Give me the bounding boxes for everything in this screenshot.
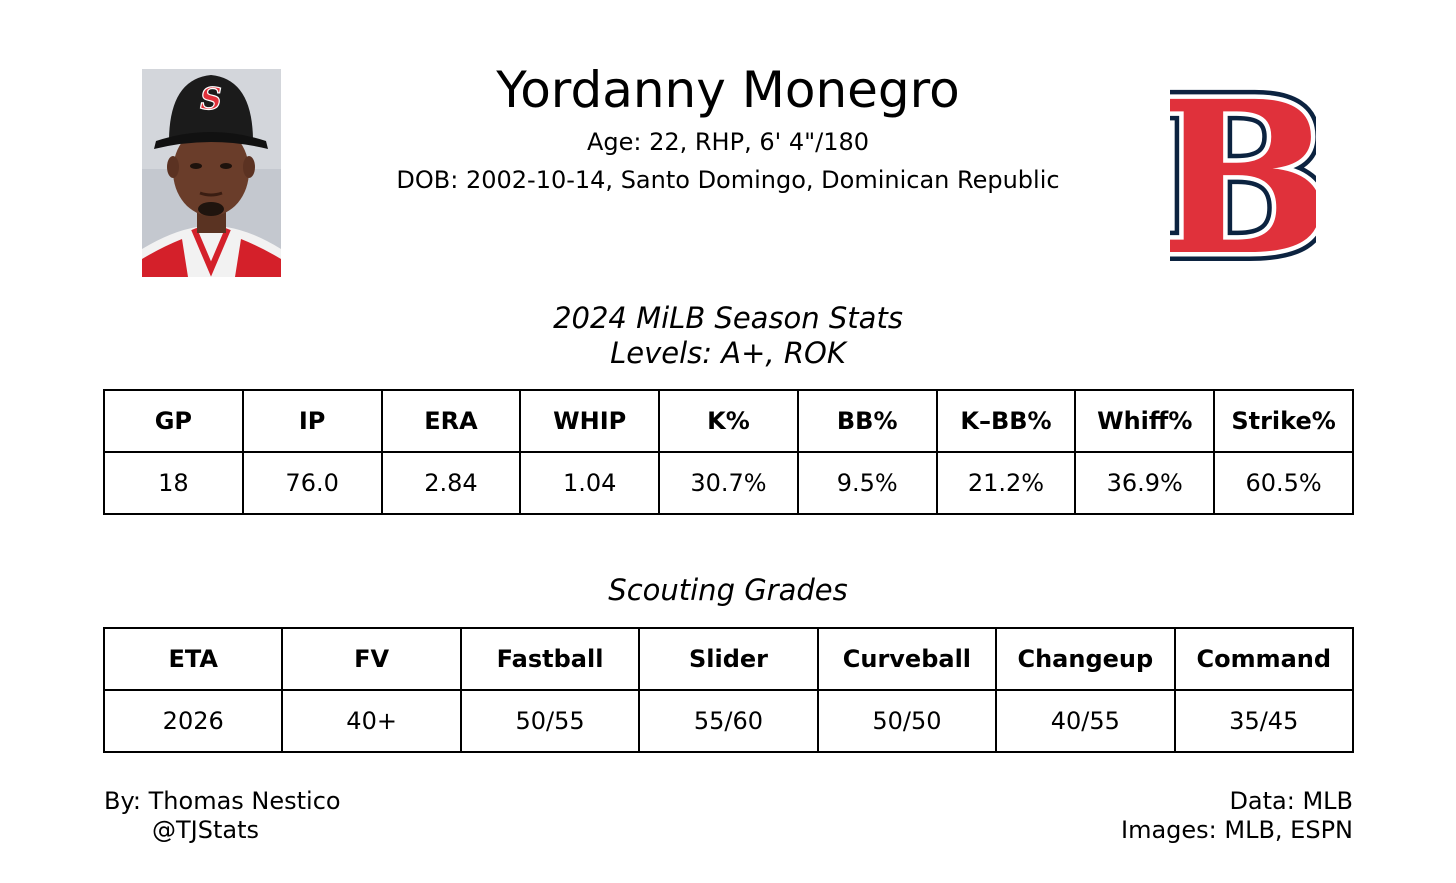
grades-value-cell: 35/45 <box>1173 689 1355 753</box>
grades-header-cell: Slider <box>638 627 819 691</box>
svg-text:B: B <box>1170 74 1316 270</box>
grades-header-cell: Command <box>1173 627 1355 691</box>
stats-header-cell: Whiff% <box>1074 389 1216 453</box>
data-source-credit: Data: MLB <box>1229 787 1353 815</box>
grades-header-row: ETA FV Fastball Slider Curveball Changeu… <box>102 627 1355 691</box>
grades-value-cell: 50/55 <box>459 689 641 753</box>
stats-header-cell: BB% <box>796 389 938 453</box>
grades-header-cell: Curveball <box>816 627 998 691</box>
grades-header-cell: FV <box>281 627 462 691</box>
stats-header-cell: K% <box>658 389 799 453</box>
stats-value-row: 18 76.0 2.84 1.04 30.7% 9.5% 21.2% 36.9%… <box>103 451 1354 515</box>
red-sox-b-logo-icon: B B B <box>1145 46 1341 311</box>
season-stats-table: GP IP ERA WHIP K% BB% K–BB% Whiff% Strik… <box>103 389 1354 515</box>
author-handle: @TJStats <box>152 816 260 844</box>
grades-value-cell: 40+ <box>281 689 462 753</box>
stats-value-cell: 21.2% <box>935 451 1077 515</box>
stats-value-cell: 30.7% <box>658 451 799 515</box>
grades-value-cell: 40/55 <box>995 689 1176 753</box>
stats-header-row: GP IP ERA WHIP K% BB% K–BB% Whiff% Strik… <box>103 389 1354 453</box>
author-credit: By: Thomas Nestico <box>104 787 341 815</box>
svg-text:B: B <box>1170 74 1316 270</box>
season-stats-levels: Levels: A+, ROK <box>610 336 846 370</box>
stats-value-cell: 76.0 <box>241 451 383 515</box>
scouting-grades-title: Scouting Grades <box>608 573 848 607</box>
player-headshot: S <box>142 69 281 277</box>
stats-header-cell: WHIP <box>519 389 661 453</box>
stats-value-cell: 2.84 <box>380 451 522 515</box>
stats-header-cell: ERA <box>380 389 522 453</box>
grades-header-cell: Changeup <box>995 627 1176 691</box>
image-source-credit: Images: MLB, ESPN <box>1120 816 1353 844</box>
player-name: Yordanny Monegro <box>496 61 960 119</box>
grades-value-cell: 55/60 <box>638 689 819 753</box>
grades-value-row: 2026 40+ 50/55 55/60 50/50 40/55 35/45 <box>102 689 1355 753</box>
player-birth-info: DOB: 2002-10-14, Santo Domingo, Dominica… <box>396 166 1060 194</box>
grades-header-cell: ETA <box>102 627 284 691</box>
stats-value-cell: 1.04 <box>519 451 661 515</box>
stats-header-cell: Strike% <box>1213 389 1354 453</box>
scouting-grades-table: ETA FV Fastball Slider Curveball Changeu… <box>102 627 1355 753</box>
grades-header-cell: Fastball <box>459 627 641 691</box>
grades-value-cell: 2026 <box>102 689 284 753</box>
stats-value-cell: 60.5% <box>1213 451 1354 515</box>
stats-header-cell: GP <box>103 389 244 453</box>
cap-letter: S <box>200 82 222 117</box>
stats-value-cell: 9.5% <box>796 451 938 515</box>
player-age-position-size: Age: 22, RHP, 6' 4"/180 <box>586 128 870 156</box>
stats-header-cell: IP <box>241 389 383 453</box>
svg-text:B: B <box>1170 74 1316 270</box>
season-stats-title: 2024 MiLB Season Stats <box>553 301 903 335</box>
stats-header-cell: K–BB% <box>935 389 1077 453</box>
grades-value-cell: 50/50 <box>816 689 998 753</box>
stats-value-cell: 36.9% <box>1074 451 1216 515</box>
stats-value-cell: 18 <box>103 451 244 515</box>
